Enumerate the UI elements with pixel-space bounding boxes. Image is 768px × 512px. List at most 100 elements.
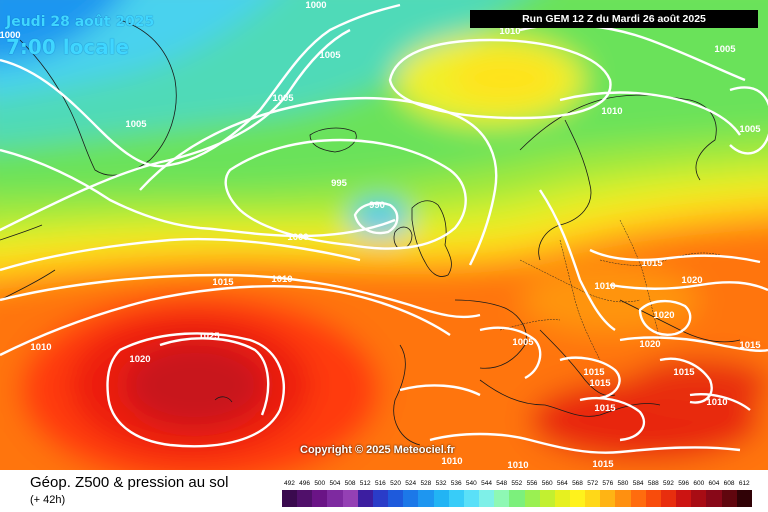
color-bands [0, 0, 768, 470]
isobar-label: 990 [369, 200, 385, 211]
scale-label: 540 [465, 480, 477, 487]
scale-swatch [706, 490, 722, 507]
scale-swatch [327, 490, 343, 507]
isobar-label: 1015 [641, 258, 663, 269]
lead-time: (+ 42h) [30, 494, 66, 506]
scale-swatch [479, 490, 495, 507]
scale-swatch [372, 490, 389, 507]
isobar-label: 1010 [594, 281, 615, 292]
scale-label: 592 [663, 480, 674, 487]
scale-label: 548 [496, 480, 508, 487]
isobar-label: 1010 [499, 26, 520, 37]
isobar-label: 1010 [601, 106, 622, 117]
isobar-labels: 1000 1000 1005 1005 1010 1005 1005 1010 1005 995 9… [0, 0, 761, 470]
isobar-label: 1020 [639, 339, 660, 350]
isobar-label: 1010 [507, 460, 528, 470]
scale-swatch [342, 490, 358, 507]
scale-swatch [357, 490, 373, 507]
isobar-label: 1020 [129, 354, 150, 365]
scale-label: 496 [299, 480, 311, 487]
scale-swatch [645, 490, 661, 507]
scale-label: 580 [617, 480, 629, 487]
isobar-label: 995 [331, 178, 348, 189]
isobar-label: 1010 [706, 397, 727, 408]
isobar-label: 1010 [271, 274, 292, 285]
isobar-label: 1010 [441, 456, 462, 467]
product-title: Géop. Z500 & pression au sol [30, 474, 229, 491]
copyright-text: Copyright © 2025 Meteociel.fr [300, 444, 455, 456]
scale-swatch [539, 490, 555, 507]
isobar-label: 1015 [739, 340, 761, 351]
scale-swatch [660, 490, 677, 507]
isobar-label: 1025 [198, 331, 220, 342]
isobar-label: 1005 [714, 44, 736, 55]
isobar-label: 1015 [212, 277, 234, 288]
scale-label: 528 [420, 480, 432, 487]
scale-swatch [585, 490, 601, 507]
scale-swatch [312, 490, 328, 507]
isobar-label: 1015 [583, 367, 605, 378]
scale-label: 588 [647, 480, 659, 487]
scale-swatch [282, 490, 298, 507]
isobar-label: 1005 [512, 337, 534, 348]
scale-swatch [418, 490, 434, 507]
scale-swatch [463, 490, 480, 507]
scale-label: 500 [314, 480, 326, 487]
scale-swatch [403, 490, 419, 507]
geopotential-field: 1000 1000 1005 1005 1010 1005 1005 1010 1005 995 9… [0, 0, 768, 470]
scale-label: 532 [435, 480, 447, 487]
isobar-label: 1000 [0, 30, 21, 41]
scale-label: 596 [678, 480, 690, 487]
scale-label: 608 [723, 480, 735, 487]
scale-swatch [297, 490, 313, 507]
scale-swatch [615, 490, 631, 507]
scale-swatch [524, 490, 540, 507]
isobar-label: 1000 [305, 0, 326, 11]
scale-label: 572 [587, 480, 599, 487]
isobar-lines [0, 3, 768, 454]
scale-swatch [691, 490, 707, 507]
isobar-label: 1015 [673, 367, 695, 378]
scale-swatch [509, 490, 525, 507]
scale-label: 508 [344, 480, 356, 487]
isobar-label: 1015 [594, 403, 616, 414]
isobar-label: 1015 [589, 378, 611, 389]
isobar-label: 1020 [681, 275, 702, 286]
scale-swatch [494, 490, 510, 507]
scale-label: 612 [738, 480, 750, 487]
scale-swatch [448, 490, 464, 507]
model-run-banner: Run GEM 12 Z du Mardi 26 août 2025 [470, 10, 758, 28]
scale-label: 492 [284, 480, 295, 487]
scale-label: 556 [526, 480, 538, 487]
scale-label: 504 [329, 480, 341, 487]
scale-label: 600 [693, 480, 705, 487]
color-scale-labels: 492 496 500 504 508 512 516 520 524 528 532 536 540 5… [282, 480, 752, 490]
scale-label: 552 [511, 480, 523, 487]
isobar-label: 1005 [272, 93, 294, 104]
isobar-label: 1005 [125, 119, 147, 130]
coastlines [0, 19, 741, 446]
scale-swatch [433, 490, 449, 507]
scale-label: 516 [374, 480, 386, 487]
scale-swatch [554, 490, 570, 507]
scale-label: 512 [359, 480, 371, 487]
scale-swatch [630, 490, 646, 507]
scale-swatch [736, 490, 752, 507]
scale-swatch [388, 490, 404, 507]
scale-label: 520 [390, 480, 401, 487]
isobar-label: 1005 [739, 124, 761, 135]
scale-swatch [569, 490, 586, 507]
scale-label: 544 [481, 480, 492, 487]
legend-footer: Géop. Z500 & pression au sol (+ 42h) 492… [0, 470, 768, 512]
color-scale-bar [282, 490, 752, 507]
scale-label: 536 [450, 480, 462, 487]
scale-label: 524 [405, 480, 417, 487]
scale-label: 604 [708, 480, 720, 487]
isobar-label: 1000 [287, 232, 308, 243]
isobar-label: 1010 [30, 342, 51, 353]
weather-map: 1000 1000 1005 1005 1010 1005 1005 1010 1005 995 9… [0, 0, 768, 470]
scale-swatch [721, 490, 737, 507]
isobar-label: 1005 [319, 50, 341, 61]
scale-swatch [600, 490, 616, 507]
isobar-label: 1020 [653, 310, 674, 321]
